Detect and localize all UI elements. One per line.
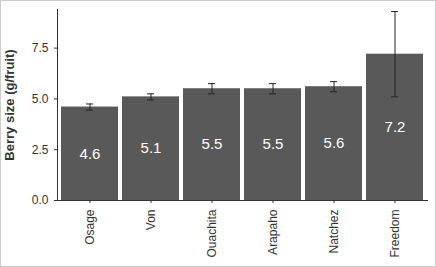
svg-text:Arapaho: Arapaho: [266, 209, 280, 255]
svg-text:7.5: 7.5: [32, 41, 49, 55]
svg-text:Natchez: Natchez: [327, 210, 341, 254]
svg-text:7.2: 7.2: [385, 118, 406, 135]
svg-text:5.6: 5.6: [324, 134, 345, 151]
svg-text:5.5: 5.5: [263, 135, 284, 152]
svg-text:4.6: 4.6: [80, 145, 101, 162]
svg-text:Freedom: Freedom: [388, 210, 402, 258]
svg-text:Von: Von: [144, 210, 158, 231]
svg-text:Osage: Osage: [83, 209, 97, 245]
svg-text:Berry size (g/fruit): Berry size (g/fruit): [2, 49, 17, 160]
svg-text:5.1: 5.1: [141, 139, 162, 156]
svg-text:0.0: 0.0: [32, 193, 49, 207]
svg-text:5.5: 5.5: [202, 135, 223, 152]
svg-text:2.5: 2.5: [32, 143, 49, 157]
svg-text:5.0: 5.0: [32, 92, 49, 106]
svg-text:Ouachita: Ouachita: [205, 209, 219, 257]
